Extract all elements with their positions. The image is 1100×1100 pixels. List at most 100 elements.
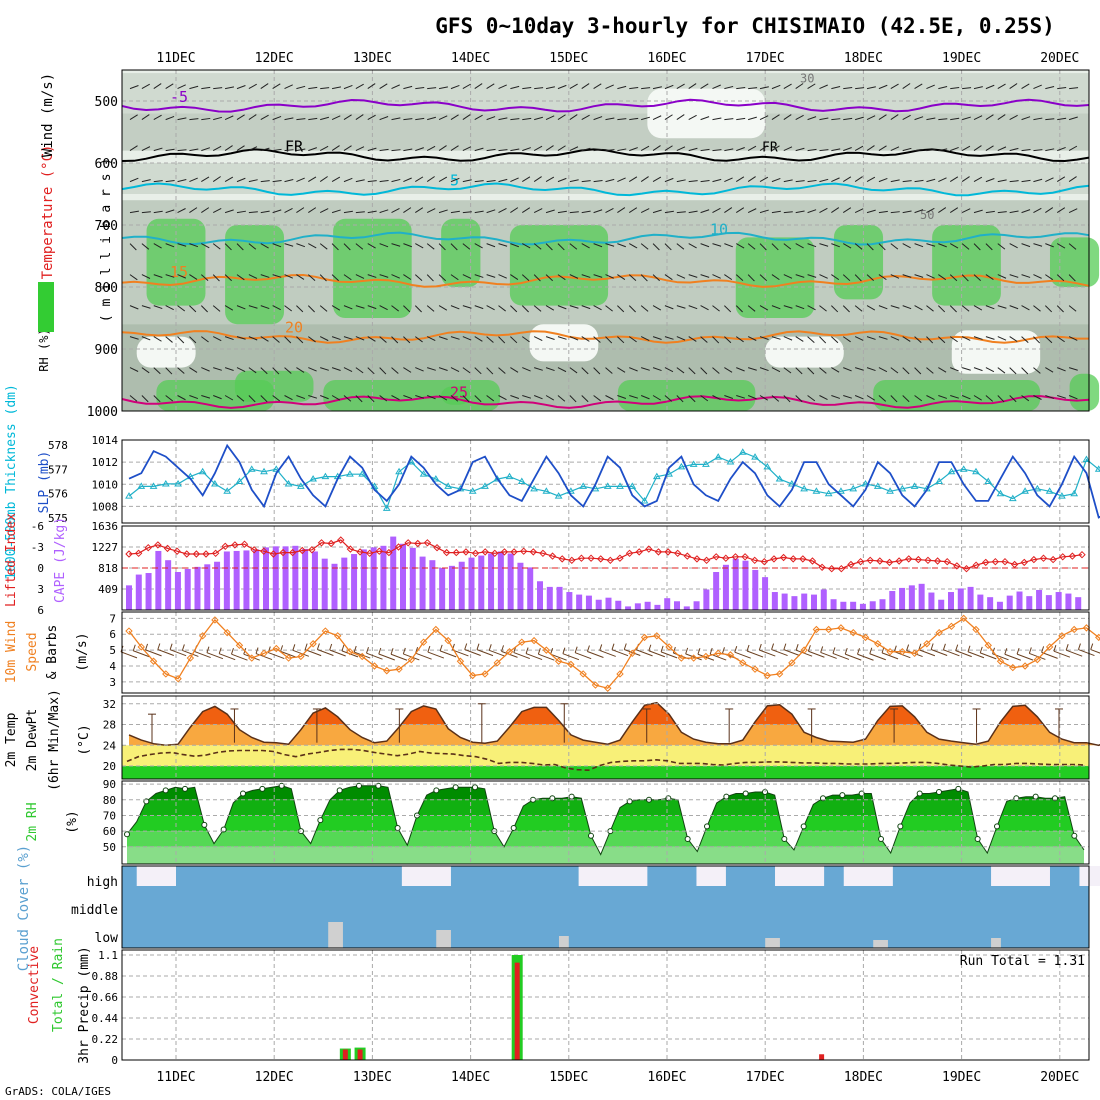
wind-barb bbox=[153, 305, 163, 310]
wind-barb bbox=[985, 395, 994, 402]
wind-barb bbox=[462, 305, 472, 309]
wind-barb bbox=[189, 367, 198, 373]
thickness-point bbox=[652, 472, 661, 480]
cape-bar bbox=[801, 593, 808, 610]
wind-barb-flag bbox=[537, 648, 541, 655]
wind-barb bbox=[129, 177, 139, 183]
wind-barb-flag bbox=[427, 645, 431, 653]
wind-barb bbox=[201, 367, 210, 372]
wind-speed-point bbox=[235, 641, 244, 650]
wind-barb bbox=[391, 117, 401, 121]
wind-barb bbox=[141, 179, 151, 183]
li-point bbox=[972, 561, 980, 569]
wind-barb bbox=[831, 395, 841, 399]
wind-barb bbox=[569, 336, 579, 341]
wind-barb bbox=[129, 243, 137, 251]
wind-barb bbox=[1009, 395, 1017, 403]
wind-barb bbox=[1045, 118, 1055, 121]
wind-speed-point bbox=[1058, 632, 1066, 640]
wind-barb bbox=[819, 84, 828, 90]
wind-barb bbox=[938, 274, 947, 281]
wind-barb bbox=[201, 395, 211, 399]
li-point bbox=[933, 557, 942, 565]
temperature-axis-label: Temperature (°C) bbox=[40, 145, 56, 280]
rh-moist-patch bbox=[833, 225, 884, 300]
thickness-tick-label: 575 bbox=[48, 512, 68, 525]
wind-barb-10m bbox=[304, 649, 322, 657]
cape-bar bbox=[752, 569, 759, 610]
cape-bar bbox=[674, 601, 680, 610]
wind-barb bbox=[1044, 336, 1053, 344]
wind-barb-flag bbox=[1077, 643, 1081, 650]
li-point bbox=[943, 557, 951, 566]
rh-moist-patch bbox=[509, 225, 609, 306]
wind-barb bbox=[736, 147, 745, 152]
li-point bbox=[134, 549, 143, 558]
cape-bar bbox=[938, 599, 945, 610]
wind-barb bbox=[938, 86, 948, 90]
wind-tick-label: 4 bbox=[109, 660, 116, 673]
wind-barb-10m bbox=[317, 649, 334, 656]
wind-barb bbox=[735, 176, 745, 183]
wind-barb bbox=[795, 210, 805, 214]
cape-tick-label: 1636 bbox=[92, 520, 119, 533]
cape-bar bbox=[448, 565, 455, 610]
thickness-point bbox=[996, 489, 1005, 497]
thickness-point bbox=[419, 470, 428, 477]
thickness-point bbox=[935, 477, 944, 484]
wind-barb bbox=[545, 336, 555, 340]
wind-barb bbox=[807, 148, 817, 152]
li-point bbox=[876, 557, 884, 565]
wind-barb bbox=[319, 145, 329, 152]
wind-barb bbox=[1033, 84, 1042, 90]
wind-barb bbox=[343, 395, 352, 402]
wind-barb bbox=[320, 116, 330, 121]
wind-speed-point bbox=[383, 667, 391, 675]
wind-barb bbox=[997, 243, 1006, 250]
wind-barb bbox=[462, 274, 472, 279]
wind-barb bbox=[581, 274, 591, 278]
wind-barb bbox=[1056, 207, 1066, 214]
li-point bbox=[240, 540, 249, 548]
wind-barb bbox=[177, 274, 187, 279]
li-point bbox=[779, 553, 788, 562]
wind-barb bbox=[1021, 209, 1031, 214]
wind-barb bbox=[379, 395, 388, 402]
wind-barb bbox=[878, 243, 886, 251]
wind-barb bbox=[450, 336, 460, 340]
wind-barb bbox=[141, 336, 151, 341]
thickness-point bbox=[714, 453, 723, 460]
wind-barb bbox=[866, 243, 874, 251]
wind-barb bbox=[902, 395, 910, 403]
wind-speed-point bbox=[800, 646, 808, 654]
wind-speed-point bbox=[849, 628, 857, 637]
wind-speed-point bbox=[824, 625, 833, 634]
wind-barb bbox=[997, 395, 1005, 403]
wind-barb bbox=[973, 305, 983, 311]
wind-barb-flag bbox=[390, 648, 394, 655]
li-point bbox=[163, 544, 172, 553]
wind-barb bbox=[807, 116, 817, 121]
wind-tick-label: 6 bbox=[109, 628, 116, 641]
cloud-border bbox=[121, 865, 1090, 949]
wind-barb bbox=[593, 148, 603, 152]
wind-barb bbox=[319, 208, 329, 214]
wind-barb-flag bbox=[697, 648, 701, 655]
wind-barb-10m bbox=[783, 649, 801, 657]
wind-speed-point bbox=[554, 657, 563, 665]
cape-bar bbox=[174, 572, 181, 610]
wind-speed-point bbox=[284, 654, 293, 662]
li-point bbox=[356, 548, 364, 556]
wind-barb bbox=[783, 305, 793, 309]
wind-barb-flag bbox=[758, 643, 762, 651]
wind-barb bbox=[213, 395, 222, 400]
wind-barb bbox=[854, 336, 864, 341]
li-point bbox=[1001, 557, 1009, 566]
wind-barb bbox=[379, 336, 387, 343]
wind-barb bbox=[700, 274, 710, 278]
wind-barb bbox=[248, 179, 258, 183]
wind-barb-flag bbox=[623, 643, 627, 650]
li-point bbox=[298, 546, 306, 555]
wind-speed-point bbox=[248, 654, 256, 662]
wind-barb bbox=[640, 243, 649, 250]
